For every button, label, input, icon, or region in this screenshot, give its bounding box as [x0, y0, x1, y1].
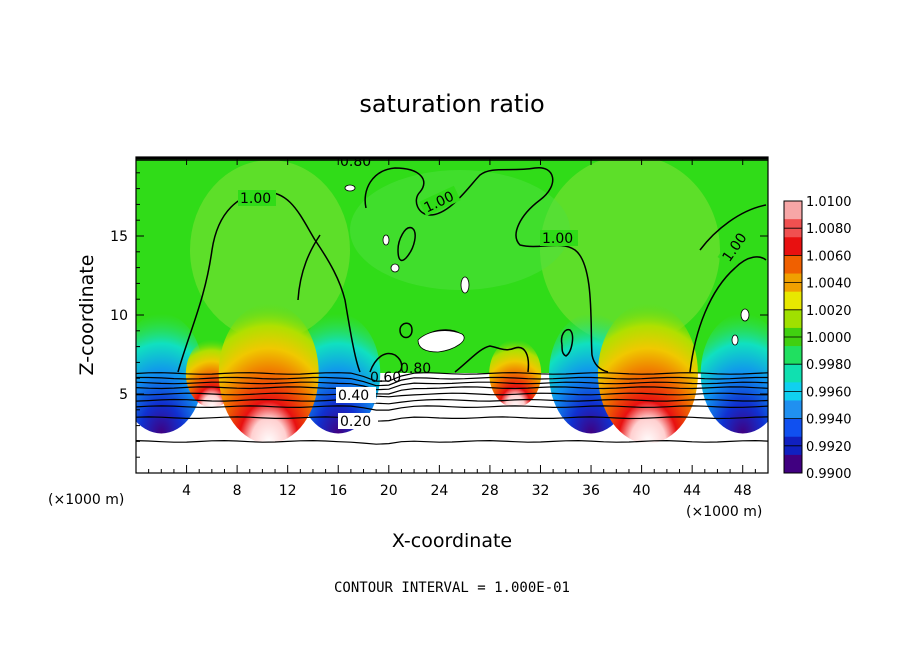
contour-line: [297, 234, 321, 301]
colorbar-label: 0.9940: [806, 413, 852, 428]
x-tick-label: 16: [329, 483, 347, 499]
contour-line: [689, 256, 767, 373]
contour-line: [177, 191, 361, 373]
x-axis: 4 8 12 16 20 24 28 32 36 40 44 48: [148, 157, 756, 499]
supersaturated-peak: [597, 303, 698, 444]
y-tick-label: 10: [110, 308, 128, 324]
x-tick-label: 20: [380, 483, 398, 499]
contour-label: 0.60: [370, 370, 401, 386]
contour-label-bg: [540, 230, 578, 246]
contour-lines: [136, 157, 768, 373]
contour-line: [397, 226, 416, 262]
contour-line: [364, 167, 609, 373]
cloud-patch: [460, 276, 470, 294]
colorbar-segment: [784, 346, 802, 365]
lower-contour-line: [136, 439, 768, 445]
cloud-patch: [390, 263, 400, 273]
cloud-patch: [382, 234, 390, 246]
x-unit-left: (×1000 m): [48, 492, 124, 508]
colorbar-segment: [784, 400, 802, 420]
x-axis-label: X-coordinate: [392, 530, 512, 552]
y-tick-label: 5: [119, 387, 128, 403]
y-axis-label: Z-coordinate: [76, 255, 98, 376]
x-tick-label: 24: [430, 483, 448, 499]
field-patch: [190, 160, 350, 340]
colorbar-segment: [784, 255, 802, 275]
lower-contour-line: [136, 381, 768, 391]
lower-contour-line: [136, 372, 768, 382]
contour-label: 1.00: [542, 231, 573, 247]
colorbar-segment: [784, 201, 802, 220]
colorbar-label: 1.0000: [806, 331, 852, 346]
colorbar-label: 0.9960: [806, 385, 852, 400]
y-axis: 5 10 15: [110, 172, 768, 458]
x-tick-label: 12: [279, 483, 297, 499]
lower-contour-line: [136, 392, 768, 398]
colorbar-label: 1.0060: [806, 249, 852, 264]
subsaturated-region: [700, 313, 768, 434]
x-tick-label: 32: [532, 483, 550, 499]
colorbar-segment: [784, 309, 802, 329]
cloud-patch: [417, 330, 465, 353]
contour-line: [369, 352, 403, 373]
contour-label-bg: [238, 190, 276, 206]
contour-line: [454, 345, 530, 373]
x-tick-label: 8: [233, 483, 242, 499]
contour-label: 1.00: [240, 191, 271, 207]
contour-line: [699, 204, 767, 251]
contour-line: [399, 322, 413, 339]
contour-label-bg: [717, 225, 753, 267]
contour-label: 0.40: [338, 388, 369, 404]
cloud-patch: [344, 184, 356, 192]
contour-label: 0.80: [400, 361, 431, 377]
colorbar-label: 1.0080: [806, 222, 852, 237]
colorbar-segment: [784, 237, 802, 256]
x-unit-right: (×1000 m): [686, 504, 762, 520]
colorbar: 1.0100 1.0080 1.0060 1.0040 1.0020 1.0000 0.99…: [783, 195, 852, 482]
colorbar-segment: [784, 418, 802, 438]
contour-label-bg: [336, 387, 376, 403]
x-tick-label: 48: [734, 483, 752, 499]
colorbar-segment: [784, 291, 802, 311]
colorbar-label: 0.9920: [806, 440, 852, 455]
lower-contour-line: [136, 376, 768, 387]
cloud-patch: [740, 308, 750, 322]
lower-contour-line: [136, 386, 768, 395]
contour-interval-note: CONTOUR INTERVAL = 1.000E-01: [334, 580, 570, 596]
colorbar-segment: [784, 454, 802, 474]
colorbar-label: 0.9980: [806, 358, 852, 373]
field-patch: [350, 170, 570, 290]
cloud-patches: [344, 184, 750, 353]
field-patch: [540, 157, 720, 345]
colorbar-label: 1.0020: [806, 304, 852, 319]
colorbar-label: 1.0040: [806, 277, 852, 292]
cloud-patch: [731, 334, 739, 346]
contour-label-bg: [338, 413, 378, 429]
contour-label-bg: [419, 185, 461, 217]
colorbar-label: 1.0100: [806, 195, 852, 210]
plot-area: 1.00 1.00 1.00 1.00 0.80 0.60 0.80 0.40 …: [136, 154, 768, 473]
lower-contour-line: [136, 398, 768, 405]
x-tick-label: 44: [683, 483, 701, 499]
lower-contour-line: [136, 416, 768, 422]
x-tick-label: 36: [582, 483, 600, 499]
colorbar-label: 0.9900: [806, 467, 852, 482]
contour-label: 0.80: [340, 154, 371, 170]
colorbar-segment: [784, 364, 802, 383]
contour-line: [560, 328, 574, 357]
x-tick-label: 4: [182, 483, 191, 499]
lower-contour-line: [136, 405, 768, 411]
subsaturated-region: [296, 313, 381, 434]
x-tick-label: 40: [633, 483, 651, 499]
contour-label: 0.20: [340, 414, 371, 430]
lower-contours: [136, 372, 768, 445]
y-tick-label: 15: [110, 229, 128, 245]
x-tick-label: 28: [481, 483, 499, 499]
chart-title: saturation ratio: [359, 90, 544, 118]
